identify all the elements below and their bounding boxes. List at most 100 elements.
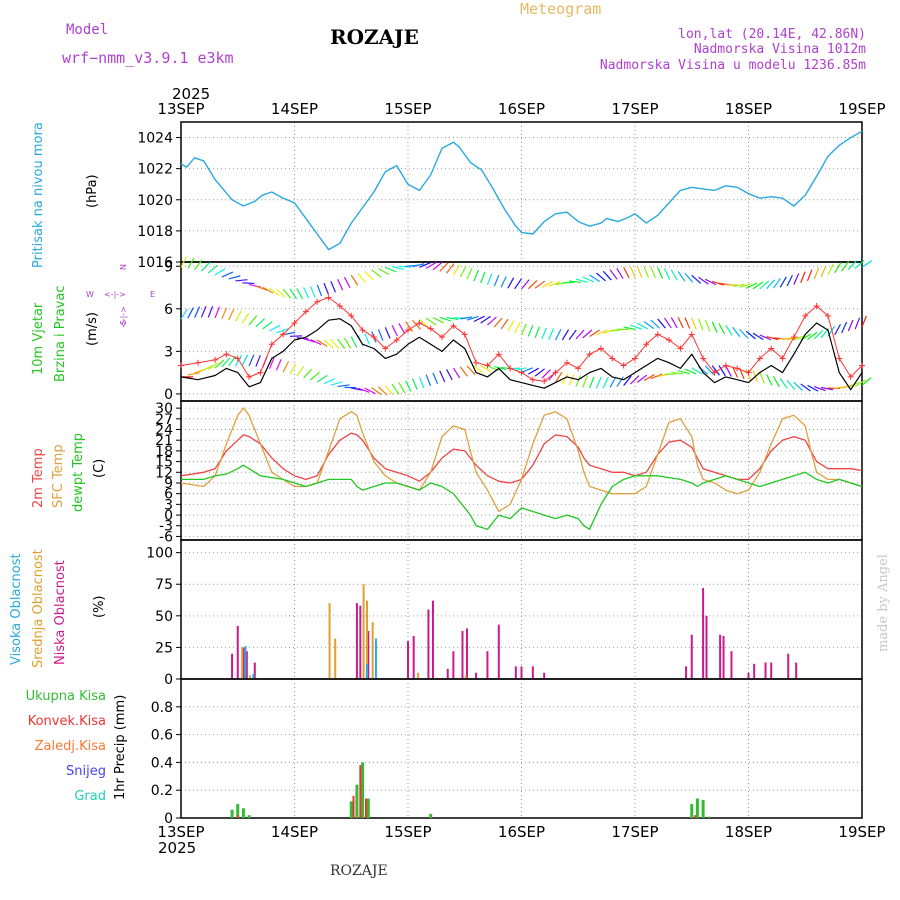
wind-arrow xyxy=(609,376,617,388)
credit-text: made by Angel xyxy=(876,554,891,652)
day-label-top: 17SEP xyxy=(611,100,658,118)
wind-arrow xyxy=(568,374,575,386)
wind-arrow xyxy=(759,280,770,290)
wind-arrow xyxy=(323,339,334,349)
sfc-temp-line xyxy=(180,407,863,513)
wind-gust-marker xyxy=(779,355,786,362)
wind-arrow xyxy=(725,324,733,336)
high-cloud-bar xyxy=(252,673,255,679)
wind-arrow xyxy=(255,355,261,367)
wind-arrow xyxy=(439,370,446,383)
wind-gust-marker xyxy=(847,373,854,380)
wind-arrow xyxy=(841,261,850,272)
wind-arrow xyxy=(691,367,703,375)
wind-arrow xyxy=(255,285,268,291)
low-cloud-bar xyxy=(475,672,478,679)
pressure-line xyxy=(180,130,863,251)
wind-arrow xyxy=(752,332,764,341)
wind-arrow xyxy=(745,282,758,289)
low-cloud-bar xyxy=(787,653,790,679)
wind-arrow xyxy=(473,269,479,282)
low-cloud-bar xyxy=(359,605,362,679)
wind-arrow xyxy=(337,278,344,291)
temp2m-line xyxy=(180,432,863,484)
wind-arrow xyxy=(739,283,752,289)
wind-gust-marker xyxy=(246,373,253,380)
wind-arrow xyxy=(486,273,493,285)
wind-arrow xyxy=(187,257,195,269)
wind-arrow xyxy=(534,326,541,339)
wind-gust-marker xyxy=(529,376,536,383)
wind-arrow xyxy=(834,323,842,336)
wind-gust-marker xyxy=(348,312,355,319)
total-precip-bar xyxy=(236,804,240,818)
wind-arrow xyxy=(303,368,313,379)
wind-gust-marker xyxy=(734,365,741,372)
wind-arrow xyxy=(575,278,588,283)
low-cloud-bar xyxy=(427,609,430,679)
wind-arrow xyxy=(813,267,820,280)
wind-gust-marker xyxy=(393,337,400,344)
compass-we: <-|-> xyxy=(104,290,126,299)
temp-label3: dewpt Temp xyxy=(71,433,86,512)
y-tick-label: 0 xyxy=(164,508,173,524)
wind-label2: Brzina i Pravac xyxy=(53,285,68,382)
wind-gust-marker xyxy=(802,312,809,319)
day-label-top: 18SEP xyxy=(725,100,772,118)
low-cloud-bar xyxy=(690,634,693,679)
wind-arrow xyxy=(276,328,288,334)
wind-arrow xyxy=(582,376,588,388)
wind-arrow xyxy=(405,380,412,392)
wind-arrow xyxy=(452,367,461,379)
wind-arrow xyxy=(357,272,366,284)
wind-arrow xyxy=(432,372,439,385)
wind-arrow xyxy=(350,336,358,348)
wind-arrow xyxy=(766,374,773,386)
wind-gust-marker xyxy=(666,337,673,344)
wind-arrow xyxy=(316,339,328,347)
wind-gust-marker xyxy=(597,345,604,352)
wind-gust-marker xyxy=(632,355,638,362)
day-label-bottom: 15SEP xyxy=(384,823,431,841)
low-cloud-bar xyxy=(764,662,767,679)
temp-label1: 2m Temp xyxy=(31,448,46,508)
wind-arrow xyxy=(582,329,593,339)
day-label-bottom: 13SEP xyxy=(157,823,204,841)
wind-arrow xyxy=(609,269,618,280)
station-title: ROZAJE xyxy=(330,25,419,49)
wind-arrow xyxy=(269,324,281,332)
wind-arrow xyxy=(446,368,453,381)
wind-arrow xyxy=(684,272,694,283)
wind-arrow xyxy=(779,276,787,288)
wind-gust-marker xyxy=(314,298,321,305)
wind-arrow xyxy=(623,267,630,279)
wind-arrow xyxy=(677,271,686,282)
wind-arrow xyxy=(793,381,804,391)
total-precip-bar xyxy=(349,801,353,818)
wind-arrow xyxy=(364,387,376,395)
wind-arrow xyxy=(255,318,265,328)
wind-arrow xyxy=(337,384,350,388)
wind-arrow xyxy=(289,288,298,300)
wind-arrow xyxy=(698,318,704,331)
wind-arrow xyxy=(609,329,623,332)
model-altitude-text: Nadmorska Visina u modelu 1236.85m xyxy=(600,58,866,73)
y-tick-label: 9 xyxy=(164,259,173,275)
wind-gust-marker xyxy=(195,359,202,366)
wind-arrow xyxy=(630,375,640,385)
wind-arrow xyxy=(432,316,444,324)
wind-arrow xyxy=(364,333,370,345)
y-tick-label: 1024 xyxy=(137,131,173,147)
wind-arrow xyxy=(309,285,316,298)
y-tick-label: 3 xyxy=(164,497,173,513)
low-cloud-bar xyxy=(497,624,500,679)
compass-e: E xyxy=(150,290,155,299)
low-cloud-bar xyxy=(461,630,464,679)
wind-gust-marker xyxy=(473,359,480,366)
wind-gust-marker xyxy=(745,369,752,376)
mid-cloud-bar xyxy=(334,638,337,679)
wind-arrow xyxy=(316,284,323,297)
low-cloud-bar xyxy=(722,636,725,679)
wind-arrow xyxy=(500,276,507,288)
wind-arrow xyxy=(772,376,780,388)
